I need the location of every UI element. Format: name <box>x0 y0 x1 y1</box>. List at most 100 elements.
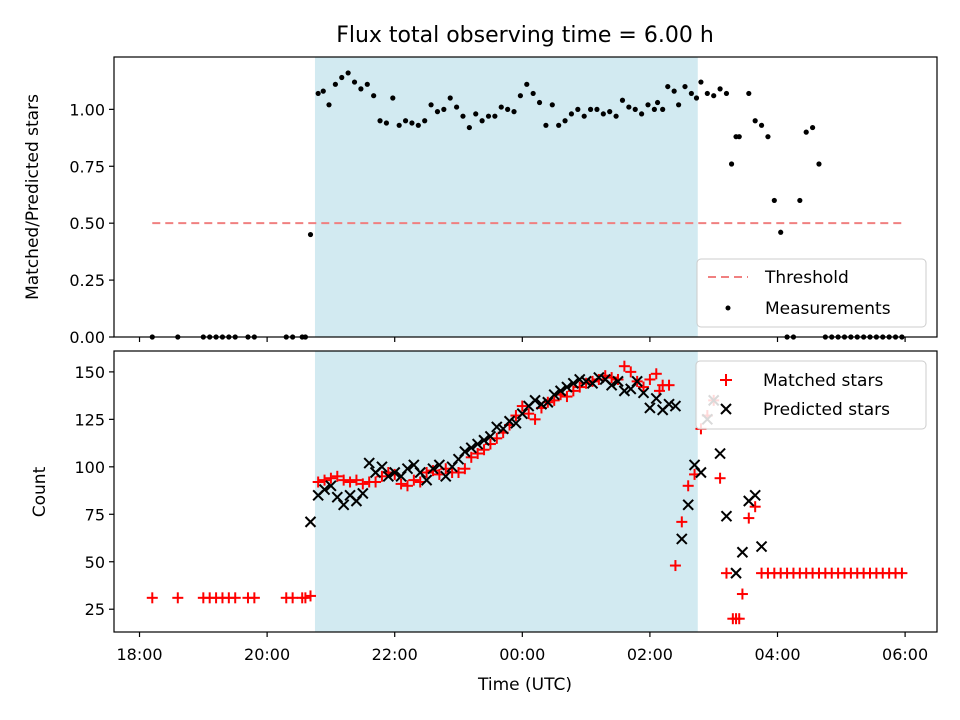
bottom-y-tick-label: 50 <box>85 553 105 572</box>
bottom-point-predicted-stars <box>695 466 707 479</box>
bottom-legend-predicted-label: Predicted stars <box>763 400 890 420</box>
top-point-measurements <box>660 106 666 112</box>
bottom-point-predicted-stars <box>574 373 586 386</box>
bottom-point-predicted-stars <box>755 540 768 553</box>
top-point-measurements <box>524 81 530 87</box>
bottom-point-matched-stars <box>669 560 681 572</box>
bottom-point-predicted-stars <box>580 375 592 388</box>
top-point-measurements <box>364 81 370 87</box>
top-point-measurements <box>485 113 492 119</box>
top-point-measurements <box>339 74 345 81</box>
top-point-measurements <box>736 134 742 140</box>
bottom-point-predicted-stars <box>357 487 369 500</box>
top-point-measurements <box>326 102 332 108</box>
bottom-point-predicted-stars <box>465 442 477 454</box>
top-point-measurements <box>479 118 485 124</box>
top-point-measurements <box>473 111 479 117</box>
top-legend-threshold-label: Threshold <box>764 268 849 288</box>
bottom-point-predicted-stars <box>637 387 650 399</box>
bottom-point-predicted-stars <box>535 398 548 410</box>
bottom-point-predicted-stars <box>491 421 503 433</box>
top-point-measurements <box>803 129 809 135</box>
bottom-point-matched-stars <box>663 379 675 391</box>
bottom-point-predicted-stars <box>605 379 618 391</box>
bottom-point-predicted-stars <box>318 483 331 496</box>
top-point-measurements <box>415 122 421 128</box>
top-point-measurements <box>549 102 555 108</box>
bottom-y-axis-label: Count <box>30 466 50 517</box>
bottom-point-predicted-stars <box>669 400 682 412</box>
top-point-measurements <box>613 113 619 119</box>
bottom-point-predicted-stars <box>401 463 414 475</box>
bottom-point-predicted-stars <box>676 533 688 545</box>
top-point-measurements <box>332 81 338 87</box>
bottom-axes-frame <box>113 350 938 633</box>
top-point-measurements <box>688 90 694 97</box>
bottom-point-predicted-stars <box>363 457 375 469</box>
bottom-point-predicted-stars <box>337 499 350 511</box>
top-y-tick-label: 0.25 <box>69 271 105 290</box>
bottom-x-tick-label: 18:00 <box>116 645 162 664</box>
bottom-point-predicted-stars <box>682 499 694 511</box>
top-point-measurements <box>587 106 594 112</box>
bottom-point-matched-stars <box>749 501 761 513</box>
top-point-measurements <box>428 102 434 108</box>
figure-title: Flux total observing time = 6.00 h <box>336 23 714 48</box>
bottom-point-matched-stars <box>650 368 662 380</box>
top-point-measurements <box>562 118 568 124</box>
bottom-point-predicted-stars <box>650 392 662 405</box>
top-y-axis-label: Matched/Predicted stars <box>23 94 43 300</box>
top-point-measurements <box>371 93 377 99</box>
bottom-point-matched-stars <box>618 360 630 372</box>
bottom-point-predicted-stars <box>567 377 580 389</box>
bottom-point-matched-stars <box>395 478 407 490</box>
bottom-point-predicted-stars <box>736 546 749 558</box>
top-point-measurements <box>498 104 504 110</box>
bottom-point-matched-stars <box>465 451 477 463</box>
top-point-measurements <box>351 79 358 85</box>
bottom-point-matched-stars <box>338 474 350 486</box>
top-point-measurements <box>575 106 581 112</box>
bottom-point-matched-stars <box>459 463 471 475</box>
top-point-measurements <box>711 93 717 99</box>
bottom-point-matched-stars <box>720 567 732 579</box>
bottom-point-predicted-stars <box>427 463 439 475</box>
top-point-measurements <box>728 161 735 167</box>
bottom-x-tick-label: 02:00 <box>627 645 673 664</box>
bottom-x-tick-label: 22:00 <box>372 645 418 664</box>
bottom-point-predicted-stars <box>618 385 631 397</box>
bottom-legend-predicted-swatch <box>720 403 732 415</box>
bottom-legend: Matched stars Predicted stars <box>695 360 927 430</box>
bottom-point-matched-stars <box>644 373 656 385</box>
bottom-point-predicted-stars <box>631 375 643 388</box>
top-point-measurements <box>320 88 326 94</box>
bottom-point-predicted-stars <box>471 438 484 450</box>
bottom-point-matched-stars <box>287 592 299 604</box>
top-point-measurements <box>698 79 704 85</box>
top-point-measurements <box>536 99 543 106</box>
top-legend-measurements-label: Measurements <box>765 299 891 319</box>
bottom-point-matched-stars <box>733 613 745 625</box>
top-point-measurements <box>809 124 816 131</box>
top-point-measurements <box>619 97 626 103</box>
top-point-measurements <box>654 99 661 106</box>
top-point-measurements <box>607 109 613 115</box>
bottom-point-matched-stars <box>229 592 241 604</box>
bottom-x-tick-label: 00:00 <box>499 645 545 664</box>
top-point-measurements <box>665 83 671 90</box>
top-point-measurements <box>390 95 396 101</box>
top-point-measurements <box>409 120 415 126</box>
top-point-measurements <box>511 109 517 115</box>
bottom-point-predicted-stars <box>554 385 567 397</box>
bottom-point-matched-stars <box>523 408 535 420</box>
bottom-point-predicted-stars <box>389 466 401 479</box>
bottom-point-matched-stars <box>350 474 362 486</box>
bottom-point-matched-stars <box>304 590 316 602</box>
top-point-measurements <box>797 197 803 204</box>
bottom-point-matched-stars <box>638 381 650 393</box>
top-point-measurements <box>771 197 777 204</box>
bottom-point-predicted-stars <box>382 470 395 483</box>
bottom-point-matched-stars <box>472 448 484 460</box>
bottom-point-matched-stars <box>896 567 908 579</box>
top-point-measurements <box>723 90 730 97</box>
